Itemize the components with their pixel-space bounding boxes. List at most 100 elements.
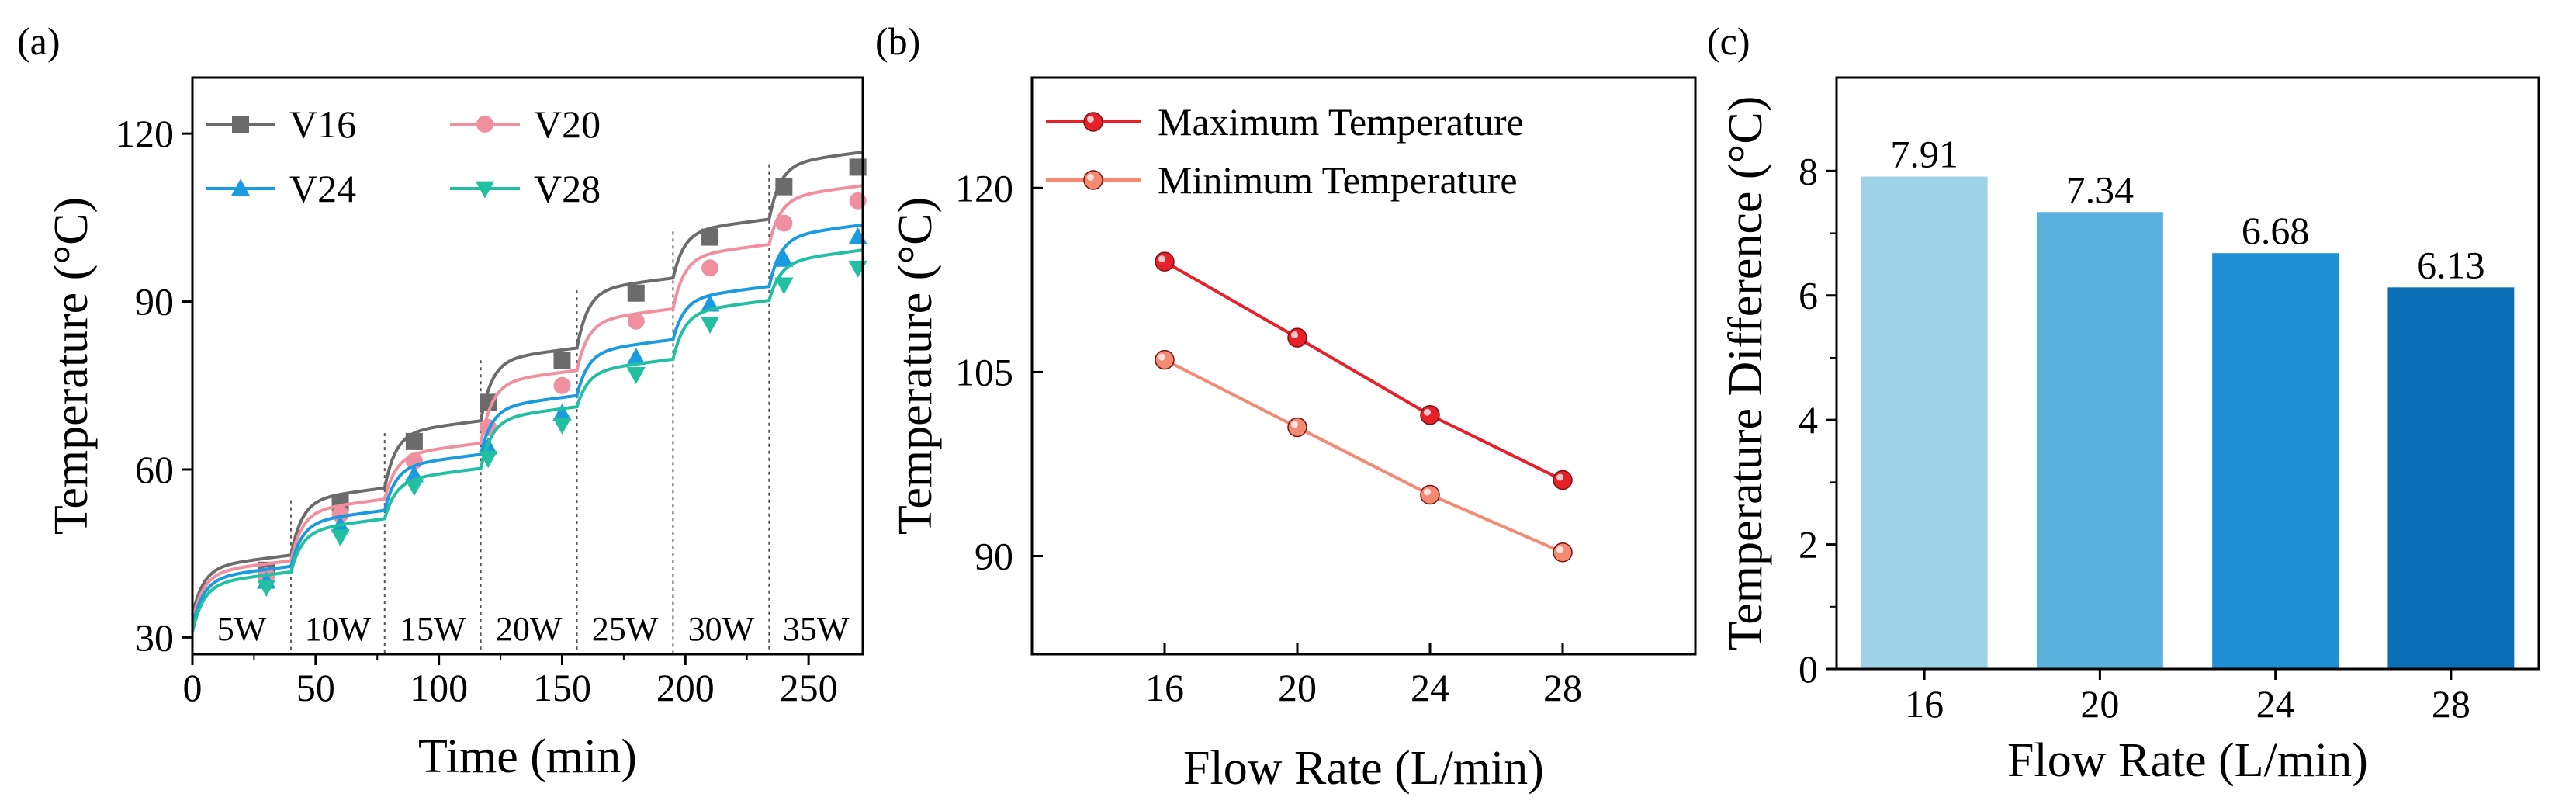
bar-24 bbox=[2212, 253, 2339, 669]
y-tick-label: 30 bbox=[135, 615, 174, 659]
legend: Maximum Temperature Minimum Temperature bbox=[1046, 100, 1524, 202]
data-point-v28 bbox=[257, 580, 276, 598]
x-tick-label: 250 bbox=[780, 666, 838, 709]
legend-label: V20 bbox=[534, 102, 601, 146]
x-tick-label: 20 bbox=[2080, 682, 2119, 726]
bar-value-label: 6.68 bbox=[2242, 209, 2310, 252]
data-point-v24 bbox=[848, 227, 867, 244]
series-line-v24 bbox=[191, 223, 864, 627]
power-step-label: 10W bbox=[305, 610, 372, 648]
y-tick-label: 105 bbox=[955, 350, 1013, 393]
panel-b-frame bbox=[1030, 76, 1697, 656]
legend-marker bbox=[232, 116, 249, 133]
y-tick-label: 120 bbox=[116, 112, 174, 155]
data-point bbox=[1553, 542, 1573, 563]
bar-value-label: 7.91 bbox=[1890, 133, 1958, 176]
legend-marker bbox=[475, 181, 495, 199]
y-axis-title: Temperature (°C) bbox=[45, 197, 98, 535]
y-tick-label: 6 bbox=[1799, 274, 1818, 317]
panel-c-frame bbox=[1835, 76, 2540, 671]
x-tick-label: 16 bbox=[1905, 682, 1944, 726]
y-axis-title: Temperature Difference (°C) bbox=[1719, 96, 1772, 651]
series-line-v28 bbox=[191, 248, 864, 632]
bar-16 bbox=[1861, 176, 1988, 670]
x-axis-title: Flow Rate (L/min) bbox=[2007, 734, 2368, 787]
data-point-highlight bbox=[1158, 353, 1165, 361]
legend-marker bbox=[230, 178, 251, 196]
legend-label: Minimum Temperature bbox=[1158, 158, 1518, 202]
legend-marker-highlight bbox=[1087, 116, 1094, 123]
data-point-v16 bbox=[701, 228, 719, 246]
x-tick-label: 150 bbox=[533, 666, 591, 709]
y-tick-label: 8 bbox=[1799, 149, 1818, 192]
data-point-v28 bbox=[774, 277, 794, 295]
legend-marker bbox=[1083, 112, 1103, 132]
data-point-v20 bbox=[775, 214, 793, 232]
x-tick-label: 16 bbox=[1145, 666, 1184, 709]
data-point bbox=[1420, 484, 1440, 505]
panel-c-label: (c) bbox=[1707, 19, 1750, 63]
legend-label: V24 bbox=[289, 167, 356, 210]
y-tick-label: 90 bbox=[135, 280, 174, 324]
x-tick-label: 28 bbox=[2432, 682, 2470, 726]
x-tick-label: 20 bbox=[1278, 666, 1317, 709]
x-tick-label: 24 bbox=[1411, 666, 1449, 709]
y-tick-label: 0 bbox=[1799, 647, 1818, 691]
data-point-v20 bbox=[701, 259, 719, 277]
series-maximum-temperature bbox=[1155, 251, 1573, 490]
panel-a-chart: (a) 5W 10W 15W 20W 25W 30W 35W 0 50 100 150 200 250 30… bbox=[17, 19, 867, 783]
series-minimum-temperature bbox=[1155, 349, 1573, 563]
data-point-v28 bbox=[404, 479, 424, 497]
x-tick-label: 0 bbox=[183, 666, 203, 709]
legend-label: V16 bbox=[289, 102, 356, 146]
series-line bbox=[1164, 260, 1563, 482]
data-point-v16 bbox=[405, 432, 423, 450]
panel-b-chart: (b) 16 20 24 28 90 105 120 Flow Rate (L/min) Temp… bbox=[875, 19, 1697, 795]
y-tick-label: 120 bbox=[955, 166, 1013, 210]
x-tick-label: 28 bbox=[1543, 666, 1582, 709]
panel-a-label: (a) bbox=[17, 19, 61, 63]
data-point-highlight bbox=[1556, 473, 1563, 481]
data-point-v28 bbox=[552, 417, 572, 435]
data-point-highlight bbox=[1291, 331, 1298, 339]
data-point-v28 bbox=[700, 317, 720, 334]
data-point bbox=[1287, 327, 1307, 348]
legend-marker bbox=[476, 116, 493, 133]
data-point bbox=[1287, 417, 1307, 438]
x-tick-label: 50 bbox=[296, 666, 335, 709]
data-point-v24 bbox=[774, 249, 794, 267]
legend-label: Maximum Temperature bbox=[1158, 100, 1524, 144]
y-axis-title: Temperature (°C) bbox=[889, 197, 942, 535]
power-step-label: 5W bbox=[217, 610, 267, 648]
y-tick-label: 60 bbox=[135, 448, 174, 491]
x-tick-label: 200 bbox=[656, 666, 715, 709]
bar-20 bbox=[2036, 212, 2163, 669]
data-point-highlight bbox=[1158, 255, 1165, 263]
data-point-v28 bbox=[626, 366, 646, 384]
legend-marker-highlight bbox=[1087, 174, 1094, 181]
bar-value-label: 7.34 bbox=[2066, 168, 2135, 211]
panel-a-frame bbox=[191, 76, 864, 656]
data-point-highlight bbox=[1291, 421, 1298, 428]
legend-marker bbox=[1083, 170, 1103, 190]
legend-label: V28 bbox=[534, 167, 601, 210]
data-point-v16 bbox=[480, 393, 497, 411]
data-point-v24 bbox=[626, 348, 646, 366]
data-point bbox=[1553, 470, 1573, 490]
y-tick-label: 2 bbox=[1799, 523, 1818, 567]
panel-b-label: (b) bbox=[875, 19, 920, 63]
legend: V16 V20 V24 V28 bbox=[206, 102, 601, 210]
data-point-v28 bbox=[479, 451, 498, 469]
data-point-v28 bbox=[848, 260, 867, 278]
x-tick-label: 24 bbox=[2256, 682, 2295, 726]
bar-28 bbox=[2387, 287, 2515, 669]
data-point-v20 bbox=[627, 312, 645, 330]
x-axis-title: Flow Rate (L/min) bbox=[1183, 742, 1544, 795]
power-step-label: 15W bbox=[400, 610, 466, 648]
data-point-v16 bbox=[627, 284, 645, 302]
data-point bbox=[1155, 349, 1175, 370]
y-tick-label: 4 bbox=[1799, 398, 1818, 442]
data-point-v16 bbox=[553, 352, 571, 369]
series-v28 bbox=[191, 248, 867, 632]
